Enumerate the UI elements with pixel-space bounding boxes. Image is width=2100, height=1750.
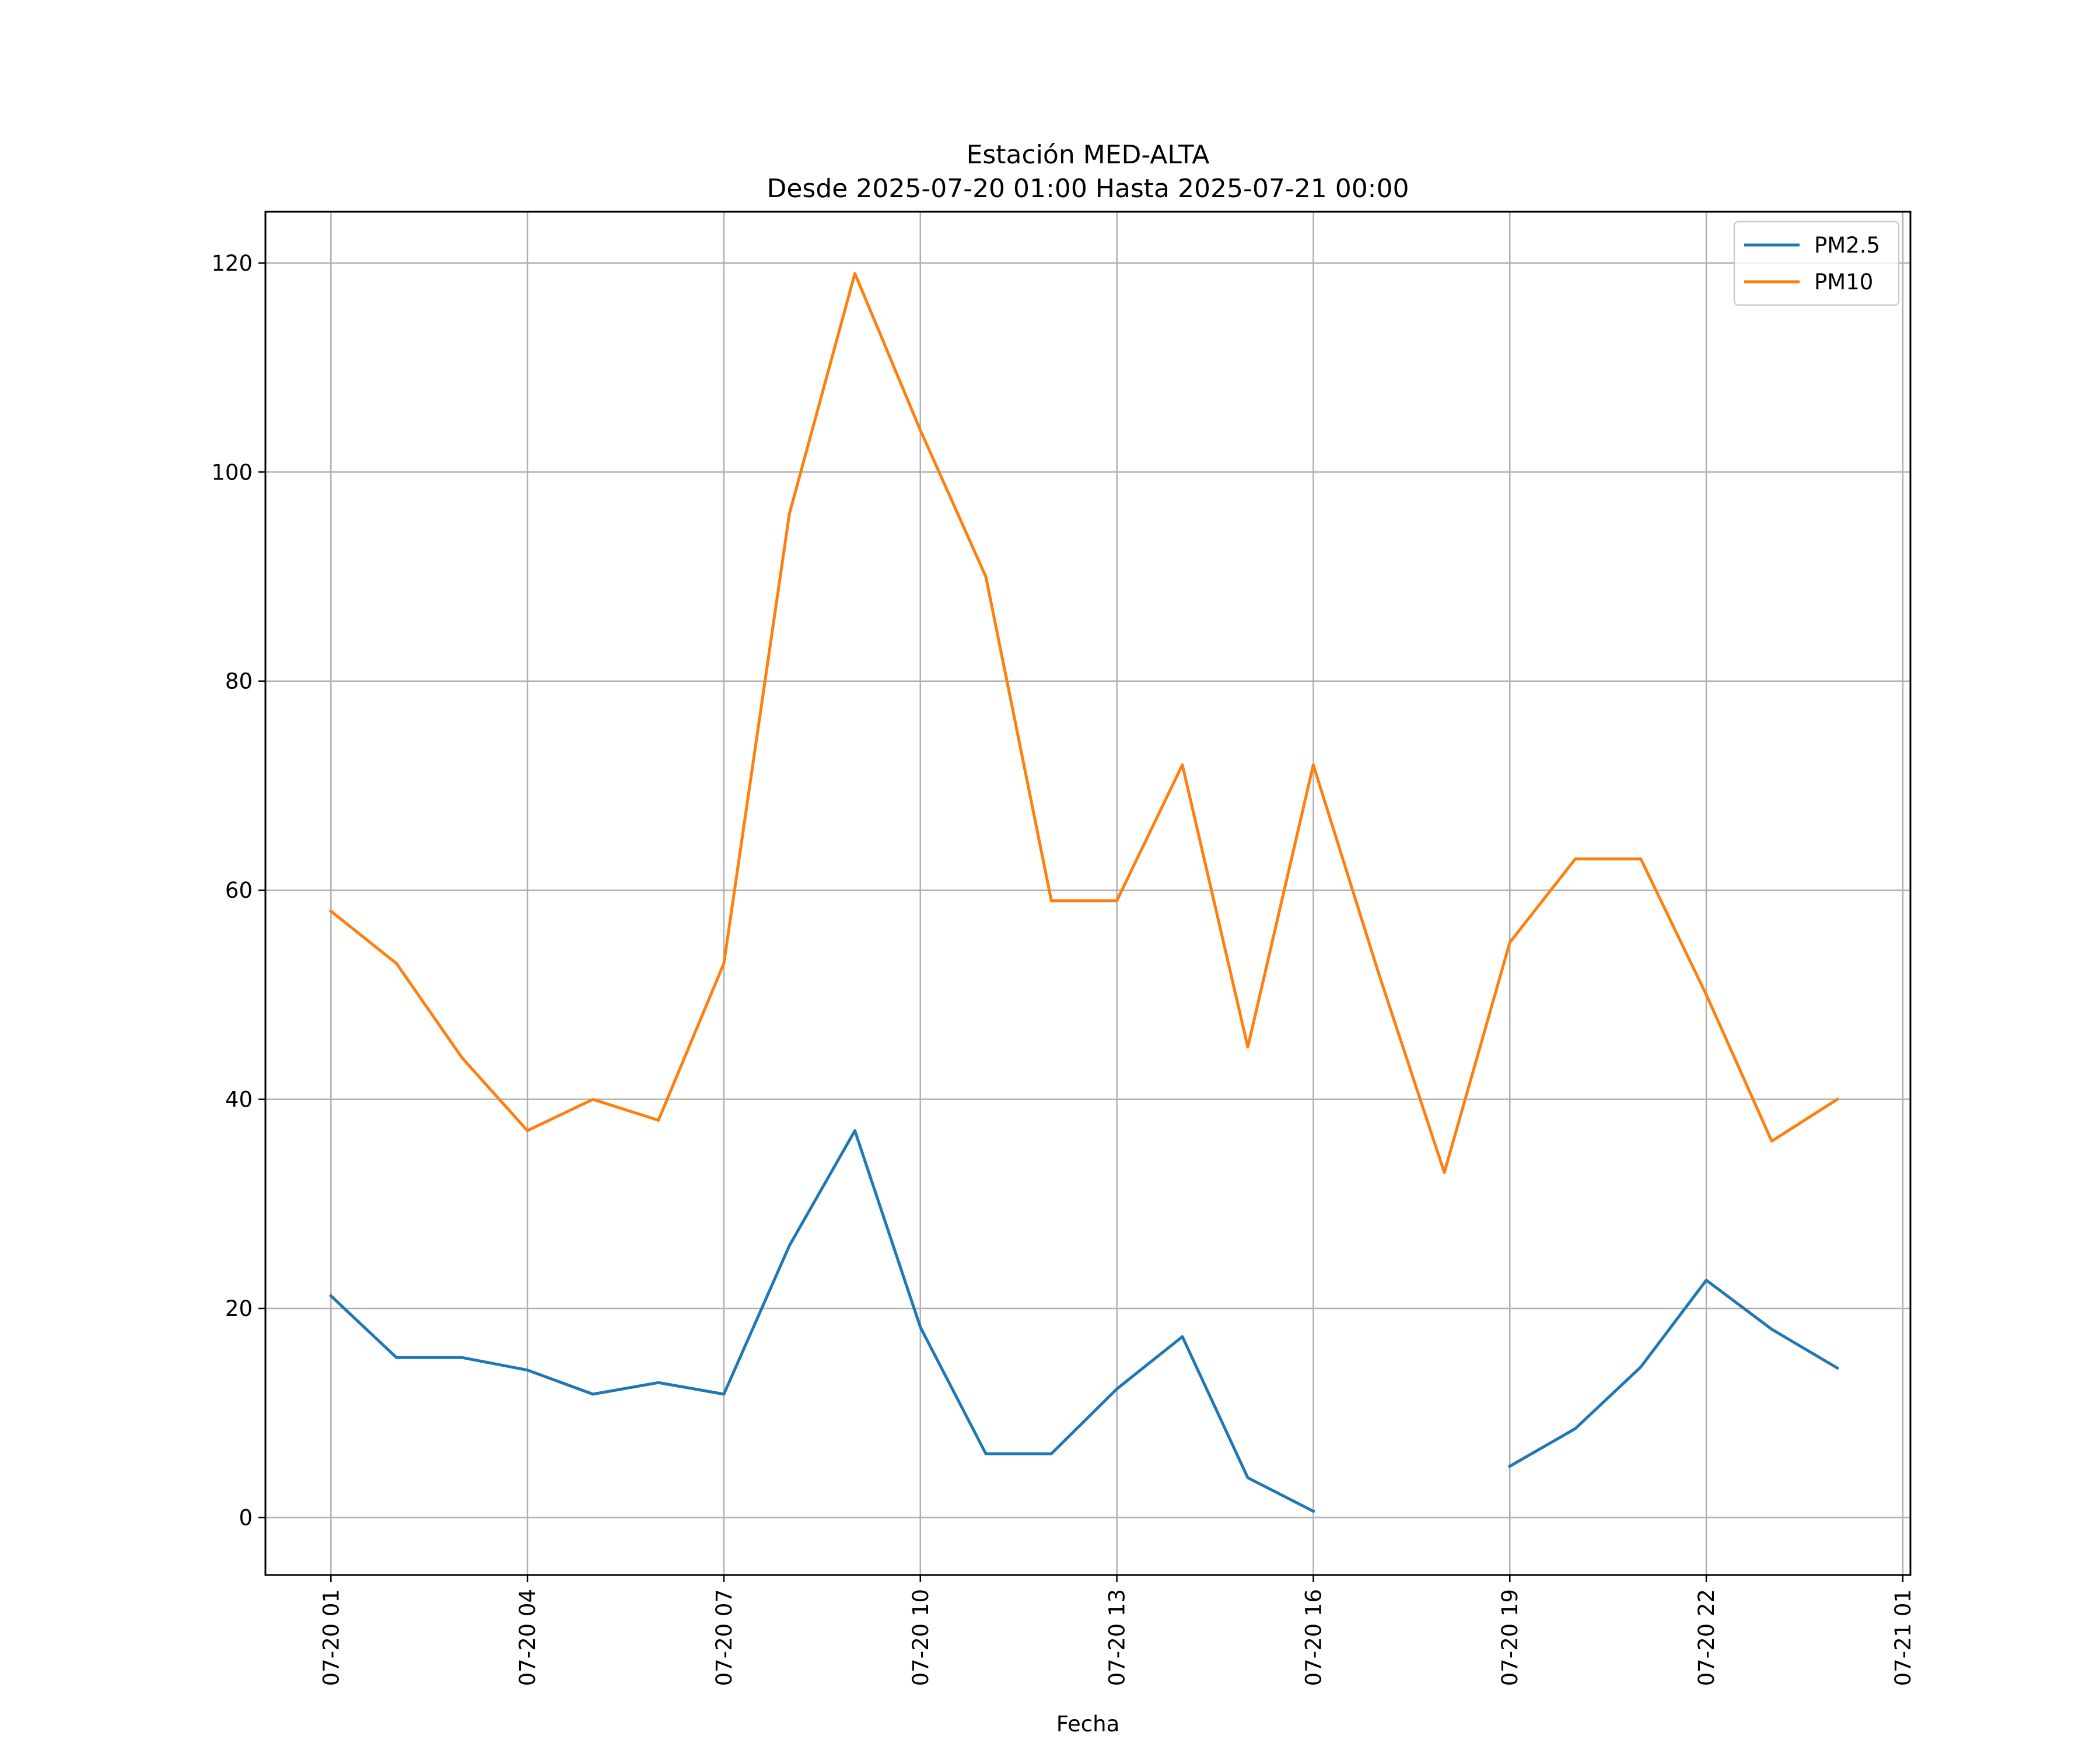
chart-subtitle: Desde 2025-07-20 01:00 Hasta 2025-07-21 …: [766, 174, 1409, 204]
x-tick-label: 07-20 16: [1301, 1589, 1326, 1686]
x-tick-label: 07-20 13: [1105, 1589, 1130, 1686]
plot-area-frame: [264, 211, 1912, 1576]
legend-label-pm10: PM10: [1814, 270, 1873, 295]
x-tick-label: 07-21 01: [1891, 1589, 1916, 1686]
y-tick-label: 80: [225, 669, 253, 694]
legend-label-pm25: PM2.5: [1814, 233, 1880, 258]
x-tick-label: 07-20 04: [515, 1589, 540, 1686]
y-tick-label: 0: [239, 1505, 253, 1530]
x-tick-label: 07-20 01: [318, 1589, 344, 1686]
x-tick-label: 07-20 22: [1694, 1589, 1719, 1686]
series-line-pm10: [328, 272, 1840, 1174]
y-tick-label: 120: [211, 251, 253, 276]
chart-title: Estación MED-ALTA: [967, 140, 1210, 170]
grid: [265, 212, 1910, 1575]
y-tick-label: 100: [211, 460, 253, 485]
legend: PM2.5 PM10: [1733, 220, 1900, 306]
x-axis-ticks: 07-20 01 07-20 04 07-20 07 07-20 10 07-20 13…: [318, 1575, 1916, 1686]
y-axis-ticks: 0 20 40 60 80 100 120: [211, 251, 265, 1530]
legend-box: [1733, 220, 1900, 306]
y-tick-label: 60: [225, 878, 253, 903]
series-lines: [328, 272, 1840, 1514]
y-tick-label: 40: [225, 1087, 253, 1112]
y-tick-label: 20: [225, 1296, 253, 1321]
series-line-pm25: [328, 1129, 1840, 1514]
x-tick-label: 07-20 10: [908, 1589, 933, 1686]
x-axis-label: Fecha: [1056, 1712, 1120, 1737]
x-tick-label: 07-20 07: [712, 1589, 737, 1686]
x-tick-label: 07-20 19: [1497, 1589, 1522, 1686]
